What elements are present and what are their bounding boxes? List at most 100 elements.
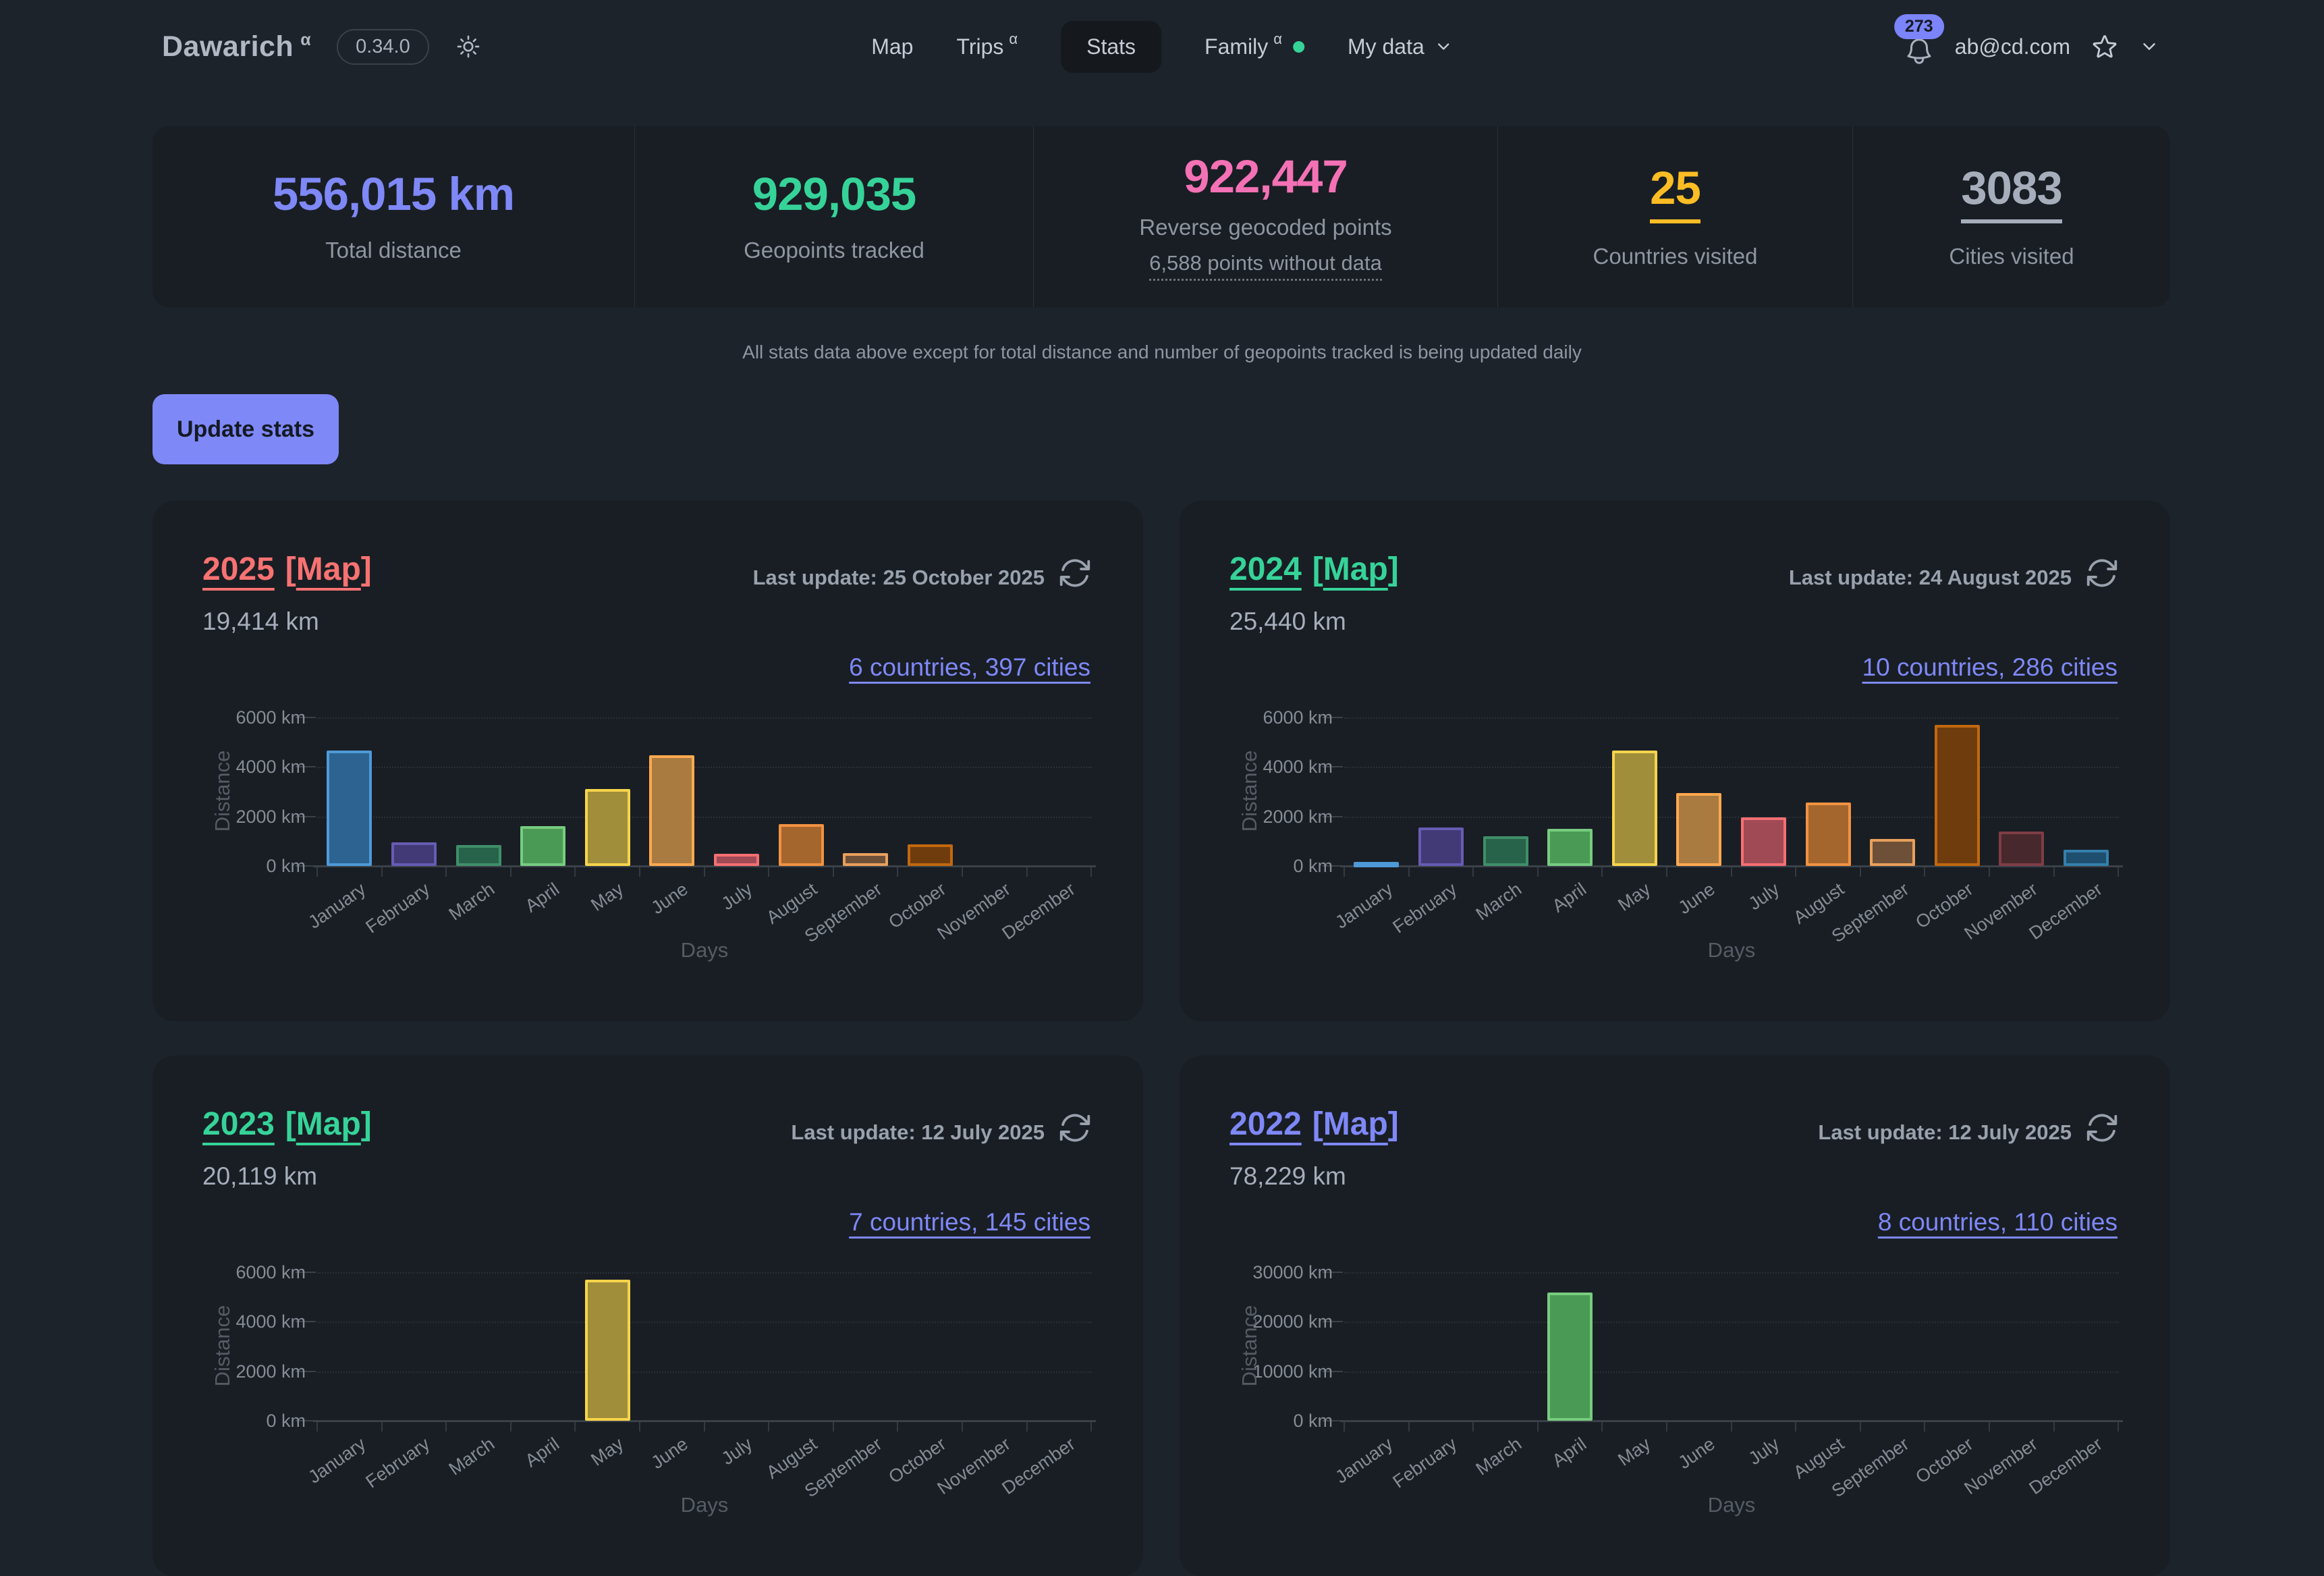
reverse-geocoded-label: Reverse geocoded points <box>1139 214 1392 240</box>
cities-visited-link[interactable]: 3083 <box>1961 165 2063 223</box>
distance-chart-2025: 0 km 2000 km 4000 km 6000 km January February… <box>153 501 1143 1021</box>
bar-september <box>843 852 889 866</box>
points-without-data-link[interactable]: 6,588 points without data <box>1149 251 1382 281</box>
bar-february <box>391 842 437 866</box>
year-card-2022: 2022 [Map] Last update: 12 July 2025 78,2… <box>1180 1056 2170 1576</box>
refresh-icon <box>1057 1110 1093 1146</box>
nav-stats-label: Stats <box>1086 34 1136 59</box>
nav-family-label: Family <box>1205 34 1269 59</box>
star-icon <box>2091 32 2119 61</box>
countries-visited-label: Countries visited <box>1593 243 1758 269</box>
bar-august <box>778 823 824 866</box>
distance-chart-2022: 0 km 10000 km 20000 km 30000 km January Febru… <box>1180 1056 2170 1576</box>
bar-april <box>520 826 566 866</box>
year-distance: 20,119 km <box>202 1162 318 1190</box>
bracket: [ <box>285 551 296 587</box>
countries-cities-link[interactable]: 10 countries, 286 cities <box>1862 653 2118 681</box>
notification-count-badge: 273 <box>1893 14 1944 39</box>
countries-cities-link[interactable]: 7 countries, 145 cities <box>849 1208 1090 1236</box>
nav-my-data[interactable]: My data <box>1348 21 1453 73</box>
brand-logo[interactable]: Dawarich α <box>162 30 311 63</box>
total-distance-value: 556,015 km <box>272 167 515 220</box>
last-update-label: Last update: 12 July 2025 <box>1818 1120 2072 1144</box>
navbar: Dawarich α 0.34.0 Map Trips α Stats Family… <box>0 0 2324 93</box>
refresh-button[interactable] <box>2084 1110 2120 1146</box>
chevron-down-icon <box>2139 36 2159 57</box>
brand-name: Dawarich <box>162 30 294 63</box>
refresh-button[interactable] <box>1057 555 1093 591</box>
distance-chart-2024: 0 km 2000 km 4000 km 6000 km January February… <box>1180 501 2170 1021</box>
year-distance: 25,440 km <box>1229 607 1346 635</box>
year-card-2025: 2025 [Map] Last update: 25 October 2025 1… <box>153 501 1143 1021</box>
countries-cities-link[interactable]: 8 countries, 110 cities <box>1877 1208 2118 1236</box>
map-link[interactable]: [Map] <box>285 1106 372 1142</box>
refresh-button[interactable] <box>1057 1110 1093 1146</box>
user-email[interactable]: ab@cd.com <box>1954 34 2070 59</box>
year-card-2023: 2023 [Map] Last update: 12 July 2025 20,1… <box>153 1056 1143 1576</box>
refresh-icon <box>2084 1110 2120 1146</box>
year-card-2024: 2024 [Map] Last update: 24 August 2025 25… <box>1180 501 2170 1021</box>
bar-may <box>584 1279 630 1421</box>
dawarich-stats-page: Dawarich α 0.34.0 Map Trips α Stats Family… <box>0 0 2324 1517</box>
bracket: [ <box>1312 1106 1323 1142</box>
bell-icon <box>1904 36 1935 67</box>
last-update-label: Last update: 24 August 2025 <box>1788 566 2072 589</box>
refresh-icon <box>2084 555 2120 591</box>
year-link[interactable]: 2022 <box>1229 1106 1302 1142</box>
bracket: ] <box>1387 551 1399 587</box>
bar-october <box>1934 724 1980 866</box>
summary-stats-row: 556,015 km Total distance 929,035 Geopoi… <box>153 126 2170 307</box>
map-link-label: Map <box>296 1106 361 1142</box>
nav-stats[interactable]: Stats <box>1061 20 1162 73</box>
bar-march <box>455 844 501 866</box>
nav-family[interactable]: Family α <box>1205 21 1304 73</box>
stat-total-distance: 556,015 km Total distance <box>153 126 634 307</box>
card-title: 2025 [Map] <box>202 551 372 588</box>
bar-june <box>649 755 695 866</box>
bracket: [ <box>1312 551 1323 587</box>
bar-june <box>1676 792 1722 866</box>
nav-family-alpha-sup: α <box>1273 30 1282 47</box>
brand-alpha-sup: α <box>300 30 312 50</box>
bar-january <box>1354 862 1400 867</box>
favorites-button[interactable] <box>2091 32 2119 61</box>
geopoints-value: 929,035 <box>752 167 916 220</box>
year-distance: 78,229 km <box>1229 1162 1346 1190</box>
card-title: 2022 [Map] <box>1229 1106 1399 1143</box>
bar-august <box>1805 803 1851 866</box>
year-link[interactable]: 2025 <box>202 551 275 587</box>
last-update-label: Last update: 25 October 2025 <box>752 566 1045 589</box>
map-link[interactable]: [Map] <box>1312 1106 1399 1142</box>
nav-trips[interactable]: Trips α <box>956 21 1018 73</box>
user-menu-toggle[interactable] <box>2139 36 2159 57</box>
theme-toggle-button[interactable] <box>455 33 482 60</box>
map-link[interactable]: [Map] <box>285 551 372 587</box>
bar-april <box>1547 1293 1593 1421</box>
update-stats-button[interactable]: Update stats <box>153 394 339 464</box>
bracket: ] <box>1387 1106 1399 1142</box>
nav-trips-label: Trips <box>956 34 1004 59</box>
stat-reverse-geocoded: 922,447 Reverse geocoded points 6,588 po… <box>1033 126 1497 307</box>
nav-trips-alpha-sup: α <box>1009 30 1018 47</box>
total-distance-label: Total distance <box>325 237 462 263</box>
bar-july <box>713 854 759 866</box>
nav-map[interactable]: Map <box>871 21 913 73</box>
stat-cities-visited: 3083 Cities visited <box>1852 126 2170 307</box>
version-badge: 0.34.0 <box>337 28 429 65</box>
bracket: [ <box>285 1106 296 1142</box>
bar-february <box>1418 827 1464 866</box>
countries-cities-link[interactable]: 6 countries, 397 cities <box>849 653 1090 681</box>
geopoints-label: Geopoints tracked <box>744 237 924 263</box>
card-title: 2023 [Map] <box>202 1106 372 1143</box>
notifications-button[interactable]: 273 <box>1893 14 1944 67</box>
countries-visited-link[interactable]: 25 <box>1650 165 1701 223</box>
navbar-left: Dawarich α 0.34.0 <box>162 28 482 65</box>
family-online-dot <box>1292 40 1304 53</box>
map-link[interactable]: [Map] <box>1312 551 1399 587</box>
last-update-label: Last update: 12 July 2025 <box>791 1120 1045 1144</box>
bar-april <box>1547 828 1593 866</box>
refresh-button[interactable] <box>2084 555 2120 591</box>
year-link[interactable]: 2023 <box>202 1106 275 1142</box>
bar-march <box>1483 836 1528 866</box>
year-link[interactable]: 2024 <box>1229 551 1302 587</box>
